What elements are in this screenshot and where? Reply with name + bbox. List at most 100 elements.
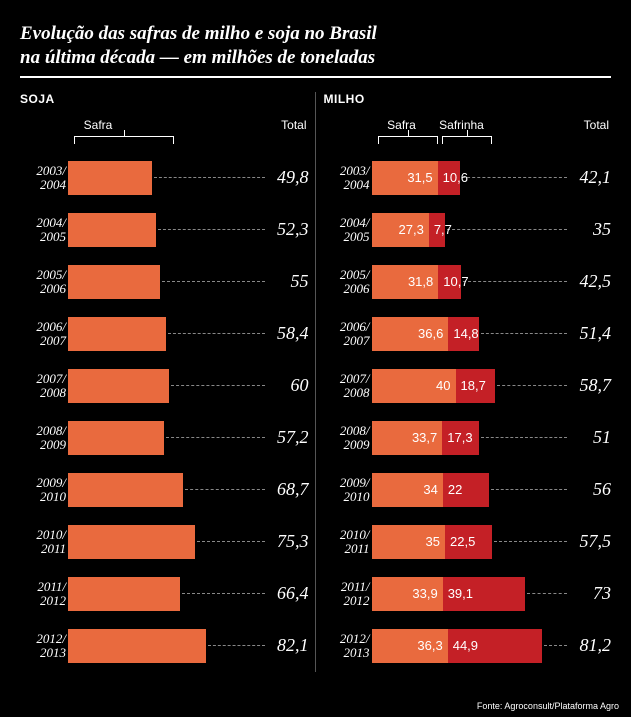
year-label: 2007/2008 <box>20 372 68 399</box>
dash-line <box>447 229 567 230</box>
milho-row: 2006/200736,614,851,4 <box>324 308 612 360</box>
dash-line <box>158 229 265 230</box>
soja-bar <box>68 317 166 351</box>
year-label: 2010/2011 <box>324 528 372 555</box>
dash-line <box>168 333 264 334</box>
title-line-2: na última década — em milhões de tonelad… <box>20 46 611 70</box>
soja-row: 2004/2005 52,3 <box>20 204 309 256</box>
year-label: 2004/2005 <box>324 216 372 243</box>
milho-safra-bar: 36,6 <box>372 317 449 351</box>
year-label: 2009/2010 <box>324 476 372 503</box>
milho-safra-bar: 33,7 <box>372 421 443 455</box>
milho-safrinha-bar: 17,3 <box>442 421 478 455</box>
bar-area: 58,4 <box>68 317 309 351</box>
dash-line <box>491 489 567 490</box>
bar-area: 31,510,642,1 <box>372 161 612 195</box>
bar-area: 52,3 <box>68 213 309 247</box>
dash-line <box>154 177 265 178</box>
milho-title: MILHO <box>324 92 612 106</box>
soja-bar <box>68 161 152 195</box>
milho-total: 81,2 <box>571 635 611 656</box>
dash-line <box>497 385 567 386</box>
bar-area: 55 <box>68 265 309 299</box>
bar-area: 36,614,8 51,4 <box>372 317 612 351</box>
milho-row: 2007/20084018,758,7 <box>324 360 612 412</box>
soja-bar <box>68 629 206 663</box>
milho-safrinha-bar: 14,8 <box>448 317 479 351</box>
milho-total: 51,4 <box>571 323 611 344</box>
milho-total: 35 <box>571 219 611 240</box>
dash-line <box>481 333 567 334</box>
soja-row: 2007/200860 <box>20 360 309 412</box>
milho-safrinha-bar: 7,7 <box>429 213 445 247</box>
year-label: 2003/2004 <box>324 164 372 191</box>
milho-safrinha-bar: 22 <box>443 473 489 507</box>
milho-row: 2010/20113522,557,5 <box>324 516 612 568</box>
milho-bracket-row <box>324 136 612 148</box>
soja-bar <box>68 577 180 611</box>
year-label: 2011/2012 <box>20 580 68 607</box>
soja-bar <box>68 265 160 299</box>
dash-line <box>462 177 567 178</box>
soja-row: 2005/2006 55 <box>20 256 309 308</box>
charts-row: SOJA Safra Total 2003/200449,82004/20055… <box>20 92 611 672</box>
bar-area: 82,1 <box>68 629 309 663</box>
milho-total: 57,5 <box>571 531 611 552</box>
soja-bar <box>68 421 164 455</box>
year-label: 2004/2005 <box>20 216 68 243</box>
dash-line <box>166 437 264 438</box>
soja-total: 82,1 <box>269 635 309 656</box>
year-label: 2006/2007 <box>20 320 68 347</box>
soja-title: SOJA <box>20 92 309 106</box>
bar-area: 342256 <box>372 473 612 507</box>
bar-area: 75,3 <box>68 525 309 559</box>
soja-total: 49,8 <box>269 167 309 188</box>
milho-safrinha-bracket-icon <box>442 136 492 144</box>
bar-area: 31,810,742,5 <box>372 265 612 299</box>
dash-line <box>494 541 567 542</box>
soja-bracket-icon <box>74 136 174 144</box>
soja-bracket-row <box>20 136 309 148</box>
milho-safrinha-bar: 44,9 <box>448 629 542 663</box>
soja-header: Safra Total <box>20 118 309 132</box>
milho-total: 73 <box>571 583 611 604</box>
dash-line <box>481 437 567 438</box>
soja-column: SOJA Safra Total 2003/200449,8 2004/2005 5… <box>20 92 316 672</box>
milho-total: 51 <box>571 427 611 448</box>
milho-safra-bar: 27,3 <box>372 213 429 247</box>
soja-row: 2008/200957,2 <box>20 412 309 464</box>
year-label: 2005/2006 <box>20 268 68 295</box>
soja-total: 68,7 <box>269 479 309 500</box>
dash-line <box>185 489 264 490</box>
year-label: 2005/2006 <box>324 268 372 295</box>
bar-area: 68,7 <box>68 473 309 507</box>
bar-area: 66,4 <box>68 577 309 611</box>
milho-safra-bar: 33,9 <box>372 577 443 611</box>
dash-line <box>182 593 265 594</box>
soja-row: 2010/201175,3 <box>20 516 309 568</box>
soja-total: 58,4 <box>269 323 309 344</box>
year-label: 2012/2013 <box>20 632 68 659</box>
soja-row: 2003/200449,8 <box>20 152 309 204</box>
soja-row: 2006/2007 58,4 <box>20 308 309 360</box>
milho-safra-bar: 31,5 <box>372 161 438 195</box>
soja-bar <box>68 525 195 559</box>
milho-safrinha-bar: 39,1 <box>443 577 525 611</box>
milho-row: 2005/200631,810,742,5 <box>324 256 612 308</box>
year-label: 2008/2009 <box>20 424 68 451</box>
soja-bar <box>68 213 156 247</box>
bar-area: 49,8 <box>68 161 309 195</box>
bar-area: 60 <box>68 369 309 403</box>
milho-safra-bar: 31,8 <box>372 265 439 299</box>
milho-row: 2009/2010342256 <box>324 464 612 516</box>
milho-rows: 2003/200431,510,642,12004/200527,37,7 35 2… <box>324 152 612 672</box>
bar-area: 57,2 <box>68 421 309 455</box>
milho-safra-bar: 40 <box>372 369 456 403</box>
year-label: 2009/2010 <box>20 476 68 503</box>
soja-row: 2009/2010 68,7 <box>20 464 309 516</box>
soja-total: 55 <box>269 271 309 292</box>
milho-total: 58,7 <box>571 375 611 396</box>
milho-header-total: Total <box>492 118 612 132</box>
soja-total: 52,3 <box>269 219 309 240</box>
milho-row: 2011/201233,939,173 <box>324 568 612 620</box>
